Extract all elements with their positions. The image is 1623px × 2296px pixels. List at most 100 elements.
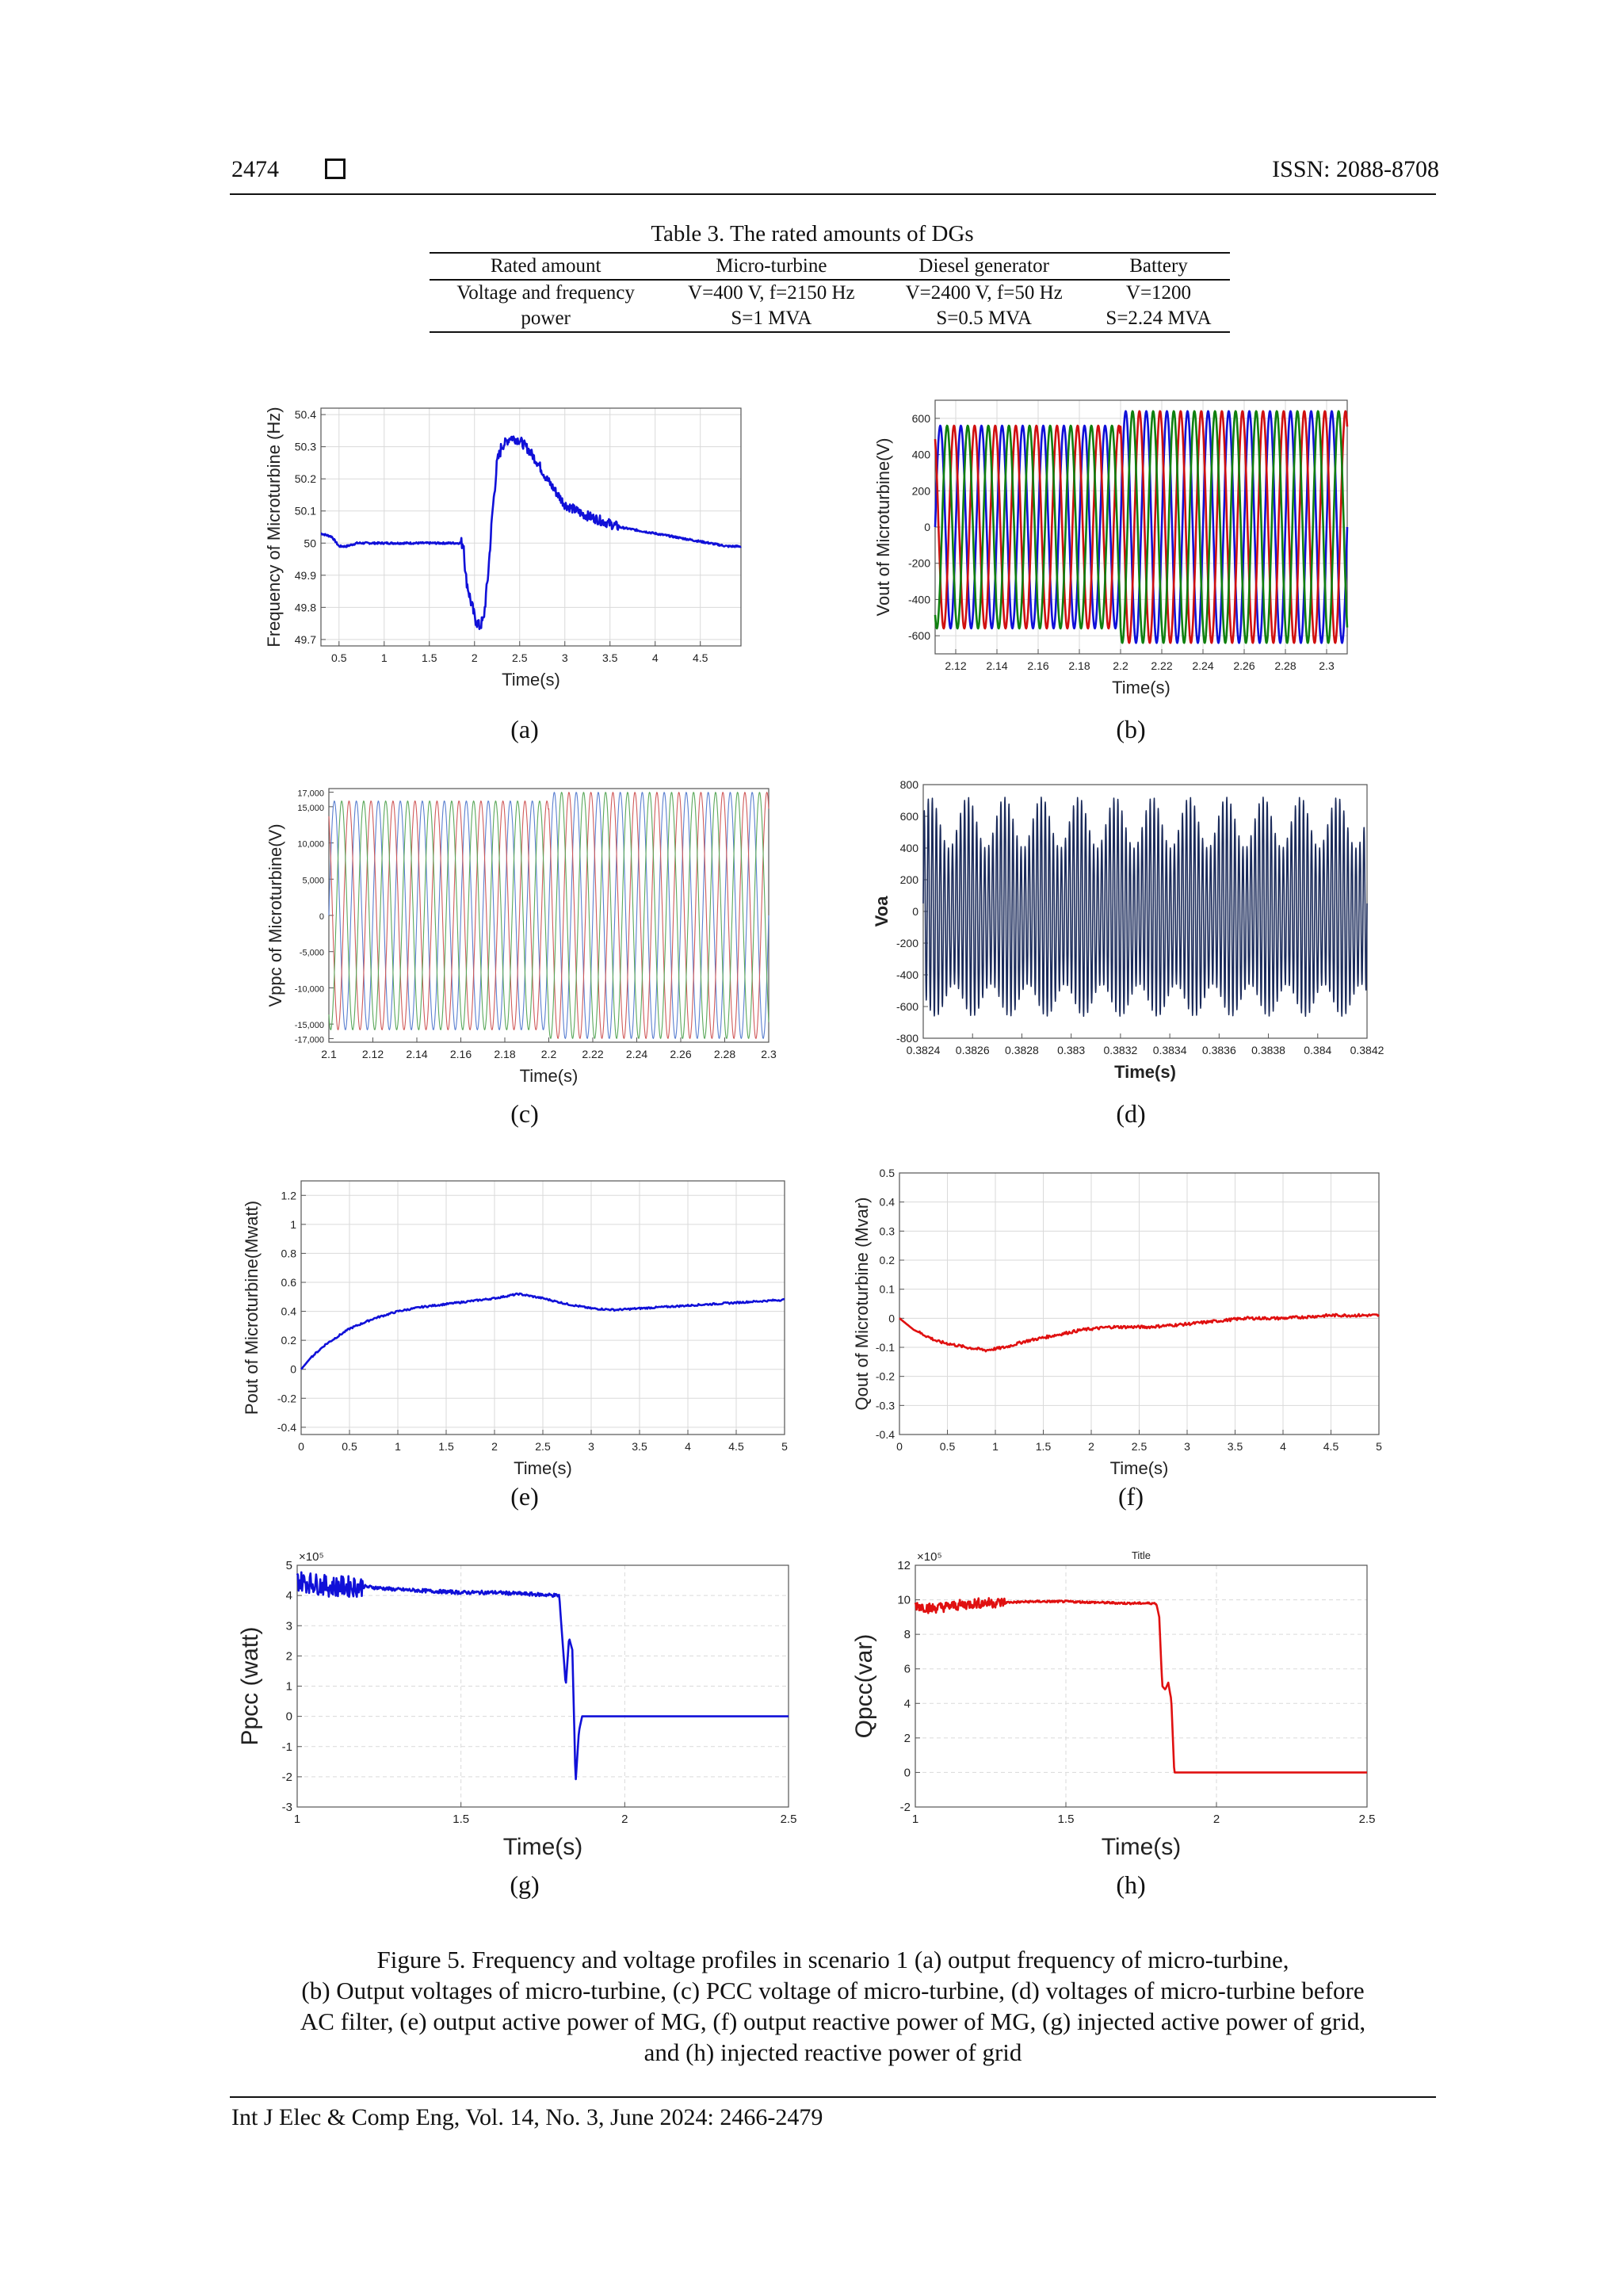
- figure-a: 0.5 1 1.5 2 2.5 3 3.5 4 4.5 49.7 49.8 49.9 50 50.1 50.…: [264, 392, 796, 709]
- x-tick-label: 2.14: [406, 1048, 427, 1060]
- table-cell: S=0.5 MVA: [936, 308, 1032, 329]
- x-tick-label: 1.5: [453, 1813, 469, 1826]
- y-tick-label: -3: [282, 1801, 292, 1814]
- y-tick-label: 17,000: [297, 789, 324, 799]
- y-tick-label: 50.2: [295, 472, 316, 485]
- x-tick-label: 2.28: [1274, 659, 1296, 672]
- x-tick-label: 2.3: [1319, 659, 1335, 672]
- subfigure-label-c: (c): [510, 1099, 539, 1128]
- y-tick-label: 400: [900, 842, 919, 854]
- table-cell: S=1 MVA: [731, 308, 812, 329]
- subfigure-label-b: (b): [1116, 715, 1146, 743]
- y-tick-label: 4: [286, 1589, 292, 1603]
- x-tick-label: 4: [685, 1440, 691, 1453]
- figure-d: 0.3824 0.3826 0.3828 0.383 0.3832 0.3834 0.383…: [872, 778, 1403, 1098]
- x-tick-label: 2.18: [1068, 659, 1090, 672]
- x-tick-label: 3.5: [602, 651, 618, 664]
- x-tick-label: 0.3824: [907, 1044, 941, 1056]
- x-tick-label: 1: [992, 1440, 999, 1453]
- data-line: [300, 1292, 785, 1370]
- x-tick-label: 1: [381, 651, 388, 664]
- phase-line: [328, 792, 769, 1039]
- footer-rule: [230, 2096, 1436, 2098]
- x-tick-label: 0.3842: [1350, 1044, 1384, 1056]
- table-cell: V=2400 V, f=50 Hz: [905, 282, 1063, 304]
- y-tick-label: 0.1: [880, 1283, 896, 1296]
- y-tick-label: 0: [912, 905, 918, 918]
- x-tick-label: 4.5: [1323, 1440, 1339, 1453]
- x-axis-title: Time(s): [1110, 1458, 1169, 1478]
- y-tick-label: -600: [896, 1000, 918, 1013]
- phase-line: [934, 410, 1349, 644]
- issn: ISSN: 2088-8708: [1272, 156, 1439, 182]
- x-axis-title: Time(s): [503, 1834, 583, 1860]
- y-tick-label: 0: [904, 1766, 911, 1779]
- x-tick-label: 2.3: [761, 1048, 777, 1060]
- y-tick-label: 50.1: [295, 505, 316, 518]
- y-axis-title: Qout of Microturbine (Mvar): [852, 1198, 872, 1411]
- figure-g: 1 1.5 2 2.5 -3 -2 -1 0 1 2 3 4 5 Time(s) Ppcc (watt) ×1…: [237, 1545, 812, 1862]
- y-tick-label: 0.4: [281, 1305, 297, 1318]
- x-tick-label: 4.5: [693, 651, 708, 664]
- data-line: [914, 1597, 1368, 1774]
- phase-line: [934, 410, 1349, 644]
- x-tick-label: 1: [395, 1440, 401, 1453]
- y-tick-label: 200: [900, 873, 919, 886]
- header-rule: [230, 193, 1436, 195]
- x-tick-label: 3: [562, 651, 568, 664]
- x-tick-label: 4.5: [728, 1440, 744, 1453]
- table-header-cell: Battery: [1129, 255, 1188, 277]
- y-tick-label: -0.4: [876, 1428, 895, 1441]
- x-tick-label: 0: [298, 1440, 304, 1453]
- x-tick-label: 2: [621, 1813, 628, 1826]
- subfigure-label-e: (e): [510, 1482, 539, 1511]
- x-tick-label: 0.3834: [1153, 1044, 1187, 1056]
- x-tick-label: 4: [1280, 1440, 1286, 1453]
- x-tick-label: 0: [896, 1440, 903, 1453]
- x-tick-label: 2.18: [494, 1048, 515, 1060]
- table-cell: power: [521, 308, 571, 329]
- plot-frame: [915, 1564, 1368, 1808]
- y-tick-label: 0.4: [880, 1196, 896, 1209]
- x-tick-label: 5: [781, 1440, 788, 1453]
- x-axis-title: Time(s): [514, 1458, 572, 1478]
- y-tick-label: -400: [896, 968, 918, 981]
- y-tick-label: 10,000: [297, 840, 324, 850]
- data-line: [899, 1312, 1380, 1353]
- y-tick-label: 0.8: [281, 1247, 297, 1259]
- x-tick-label: 1: [912, 1813, 918, 1826]
- y-tick-label: 200: [912, 484, 931, 497]
- y-axis-title: Qpcc(var): [851, 1634, 877, 1739]
- y-tick-label: -200: [908, 557, 930, 570]
- x-tick-label: 2.22: [582, 1048, 603, 1060]
- rated-amounts-table: Rated amount Micro-turbine Diesel genera…: [430, 252, 1230, 333]
- table-title: Table 3. The rated amounts of DGs: [651, 221, 974, 246]
- figure-h: 1 1.5 2 2.5 -2 0 2 4 6 8 10 12 Time(s) Qpcc(var) ×10⁵ T…: [851, 1545, 1426, 1862]
- table-header-cell: Rated amount: [490, 255, 601, 277]
- y-axis-title: Voa: [872, 896, 892, 926]
- figure-caption: Figure 5. Frequency and voltage profiles…: [230, 1944, 1436, 2068]
- footer-citation: Int J Elec & Comp Eng, Vol. 14, No. 3, J…: [231, 2104, 823, 2130]
- figure-e: 0 0.5 1 1.5 2 2.5 3 3.5 4 4.5 5 -0.4 -0.2 0 0.2 0.4 0.6 0…: [238, 1165, 808, 1490]
- subfigure-label-h: (h): [1116, 1870, 1146, 1899]
- x-tick-label: 2.14: [986, 659, 1007, 672]
- x-tick-label: 2: [491, 1440, 498, 1453]
- x-tick-label: 1.5: [1036, 1440, 1052, 1453]
- y-tick-label: -600: [908, 629, 930, 642]
- table-header-row: Rated amount Micro-turbine Diesel genera…: [430, 253, 1230, 280]
- y-tick-label: 1.2: [281, 1189, 297, 1201]
- x-tick-label: 0.3826: [956, 1044, 990, 1056]
- phase-line: [328, 792, 769, 1039]
- y-tick-label: 0.5: [880, 1167, 896, 1179]
- y-tick-label: 1: [286, 1680, 292, 1694]
- y-tick-label: -15,000: [295, 1021, 324, 1030]
- y-tick-label: 6: [904, 1663, 911, 1676]
- y-tick-label: 0: [319, 912, 324, 922]
- x-tick-label: 2.5: [781, 1813, 797, 1826]
- y-tick-label: 0.3: [880, 1224, 896, 1237]
- x-tick-label: 1.5: [1058, 1813, 1075, 1826]
- data-line: [922, 797, 1368, 1018]
- y-tick-label: -0.4: [277, 1421, 296, 1434]
- figure-b: 2.12 2.14 2.16 2.18 2.2 2.22 2.24 2.26 2.28 2.3 -6…: [872, 392, 1403, 709]
- x-axis-title: Time(s): [502, 670, 560, 690]
